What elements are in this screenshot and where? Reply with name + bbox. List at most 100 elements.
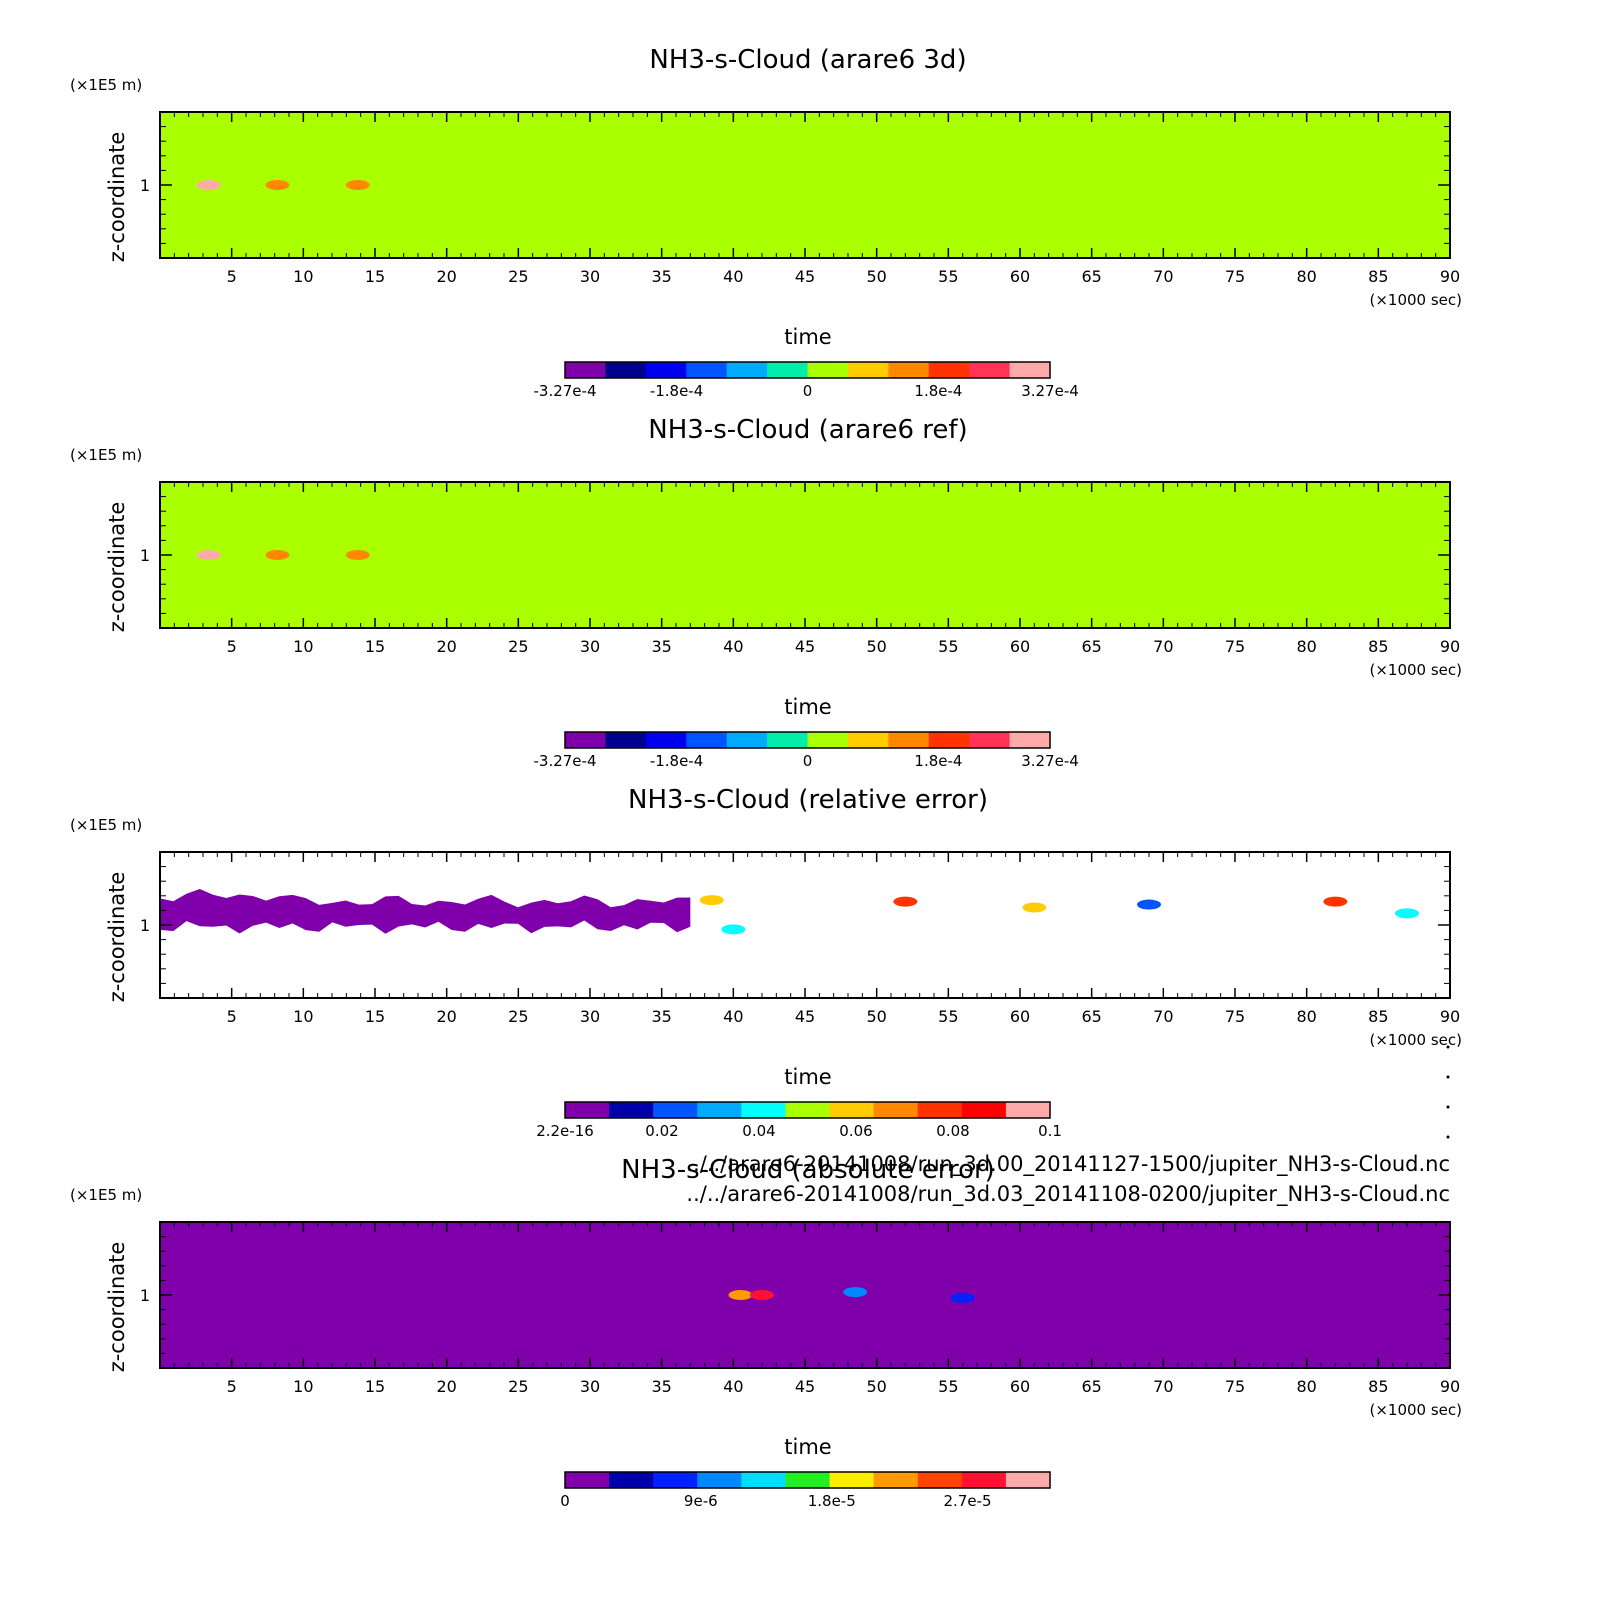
colorbar-segment (653, 1472, 698, 1488)
colorbar-segment (726, 732, 768, 748)
data-feature (1137, 899, 1161, 910)
colorbar-label: 0.06 (839, 1122, 872, 1140)
colorbar-label: 2.7e-5 (944, 1492, 992, 1510)
x-tick-label: 75 (1225, 1007, 1245, 1026)
data-feature (728, 1290, 753, 1300)
x-tick-label: 90 (1440, 267, 1460, 286)
plot-area: 5 10 15 20 25 30 35 40 45 50 55 60 65 70 75 80 85 90 (×100… (105, 851, 1462, 1140)
colorbar-segment (873, 1472, 919, 1488)
x-tick-label: 50 (866, 1377, 886, 1396)
x-axis-label: time (784, 325, 831, 349)
y-unit-label: (×1E5 m) (70, 76, 142, 94)
x-tick-label: 45 (795, 637, 815, 656)
colorbar-segment (873, 1102, 919, 1118)
x-tick-label: 90 (1440, 1377, 1460, 1396)
colorbar-label: 1.8e-4 (914, 752, 962, 770)
x-tick-label: 75 (1225, 1377, 1245, 1396)
colorbar-segment (829, 1472, 875, 1488)
colorbar-segment (653, 1102, 698, 1118)
panel-title: NH3-s-Cloud (arare6 ref) (648, 415, 967, 445)
y-tick-label: 1 (140, 1286, 150, 1305)
x-tick-label: 10 (293, 637, 313, 656)
x-tick-label: 65 (1081, 637, 1101, 656)
colorbar-label: 0 (803, 752, 813, 770)
x-tick-label: 5 (227, 1377, 237, 1396)
data-feature (265, 550, 290, 560)
x-tick-label: 60 (1010, 267, 1030, 286)
colorbar-segment (697, 1472, 742, 1488)
x-tick-label: 35 (651, 1377, 671, 1396)
data-feature (843, 1287, 868, 1298)
x-tick-label: 45 (795, 267, 815, 286)
y-axis-label: z-coordinate (105, 1242, 129, 1373)
colorbar-segment (928, 732, 970, 748)
data-feature (1395, 908, 1419, 919)
colorbar-segment (697, 1102, 742, 1118)
y-axis-label: z-coordinate (105, 132, 129, 263)
colorbar-segment (847, 362, 889, 378)
colorbar-segment (1009, 732, 1051, 748)
x-tick-label: 80 (1296, 1007, 1316, 1026)
data-feature (1022, 902, 1047, 913)
x-tick-label: 30 (580, 267, 600, 286)
x-tick-label: 85 (1368, 1007, 1388, 1026)
colorbar-frame (564, 1101, 1051, 1119)
colorbar-segment (741, 1472, 786, 1488)
colorbar-segment (1009, 362, 1051, 378)
y-tick-label: 1 (140, 176, 150, 195)
colorbar-segment (847, 732, 889, 748)
colorbar-label: 1.8e-4 (914, 382, 962, 400)
colorbar-label: 0.02 (645, 1122, 678, 1140)
x-tick-label: 15 (365, 1007, 385, 1026)
x-tick-label: 25 (508, 637, 528, 656)
x-tick-label: 40 (723, 1377, 743, 1396)
x-tick-label: 25 (508, 1007, 528, 1026)
colorbar-segment (565, 732, 606, 748)
x-tick-label: 30 (580, 1007, 600, 1026)
panel-arare6-3d: NH3-s-Cloud (arare6 3d) (×1E5 m) 5 10 15 20… (70, 45, 1462, 400)
colorbar-label: 3.27e-4 (1021, 752, 1079, 770)
x-tick-label: 65 (1081, 1377, 1101, 1396)
colorbar-segment (807, 732, 849, 748)
colorbar-frame (564, 1471, 1051, 1489)
x-tick-label: 30 (580, 1377, 600, 1396)
colorbar-segment (645, 732, 687, 748)
x-tick-label: 80 (1296, 267, 1316, 286)
colorbar-frame (564, 361, 1051, 379)
x-tick-label: 85 (1368, 637, 1388, 656)
colorbar-label: 0 (803, 382, 813, 400)
x-tick-label: 50 (866, 637, 886, 656)
colorbar-label: 1.8e-5 (808, 1492, 856, 1510)
colorbar-label: 0.08 (936, 1122, 969, 1140)
file-path-1: ../../arare6-20141008/run_3d.00_20141127… (686, 1152, 1450, 1177)
x-tick-label: 20 (436, 1377, 456, 1396)
panel-absolute-error: NH3-s-Cloud (absolute error) (×1E5 m) 5 1… (70, 1155, 1462, 1510)
colorbar-segment (785, 1472, 831, 1488)
colorbar-segment (1005, 1102, 1051, 1118)
y-tick-label: 1 (140, 916, 150, 935)
colorbar-label: 9e-6 (684, 1492, 718, 1510)
colorbar-segment (969, 362, 1011, 378)
data-feature (950, 1292, 975, 1303)
colorbar-label: 0 (560, 1492, 570, 1510)
x-unit-label: (×1000 sec) (1369, 291, 1462, 309)
x-tick-label: 10 (293, 1377, 313, 1396)
x-tick-label: 60 (1010, 1007, 1030, 1026)
x-tick-label: 25 (508, 267, 528, 286)
colorbar-label: -3.27e-4 (534, 752, 597, 770)
x-tick-label: 20 (436, 267, 456, 286)
data-feature (345, 180, 370, 190)
y-unit-label: (×1E5 m) (70, 816, 142, 834)
x-tick-label: 50 (866, 267, 886, 286)
colorbar-segment (829, 1102, 875, 1118)
x-tick-label: 60 (1010, 637, 1030, 656)
colorbar-label: -3.27e-4 (534, 382, 597, 400)
x-tick-label: 30 (580, 637, 600, 656)
x-tick-label: 75 (1225, 267, 1245, 286)
colorbar-segment (565, 362, 606, 378)
data-feature (265, 180, 290, 190)
panel-arare6-ref: NH3-s-Cloud (arare6 ref) (×1E5 m) 5 10 15 2… (70, 415, 1462, 770)
x-axis-label: time (784, 1435, 831, 1459)
x-tick-label: 55 (938, 637, 958, 656)
